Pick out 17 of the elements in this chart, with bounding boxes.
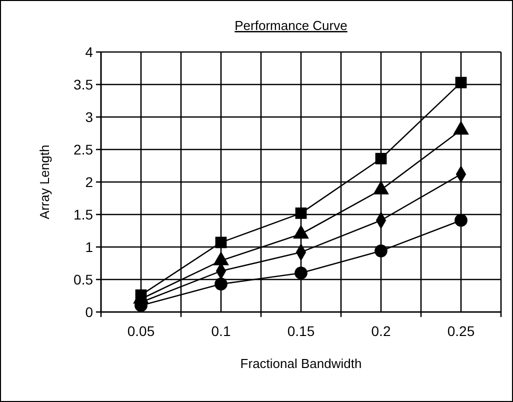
y-tick-label: 4 [85,44,94,60]
x-tick-label: 0.25 [447,323,475,339]
x-axis-title: Fractional Bandwidth [240,356,362,371]
y-tick-label: 1.5 [74,206,94,222]
x-tick-label: 0.2 [371,323,391,339]
y-tick-label: 3 [85,108,94,125]
y-tick-label: 2 [85,174,94,190]
x-tick-label: 0.05 [127,323,155,339]
y-tick-label: 2.5 [74,141,94,158]
x-tick-label: 0.1 [211,323,231,339]
chart-title: Performance Curve [234,18,348,33]
y-axis-title: Array Length [37,144,52,220]
y-tick-label: 0 [85,304,94,320]
y-tick-label: 1 [85,238,94,255]
y-tick-label: 0.5 [74,271,94,288]
y-tick-label: 3.5 [74,76,94,92]
x-tick-label: 0.15 [287,323,315,339]
